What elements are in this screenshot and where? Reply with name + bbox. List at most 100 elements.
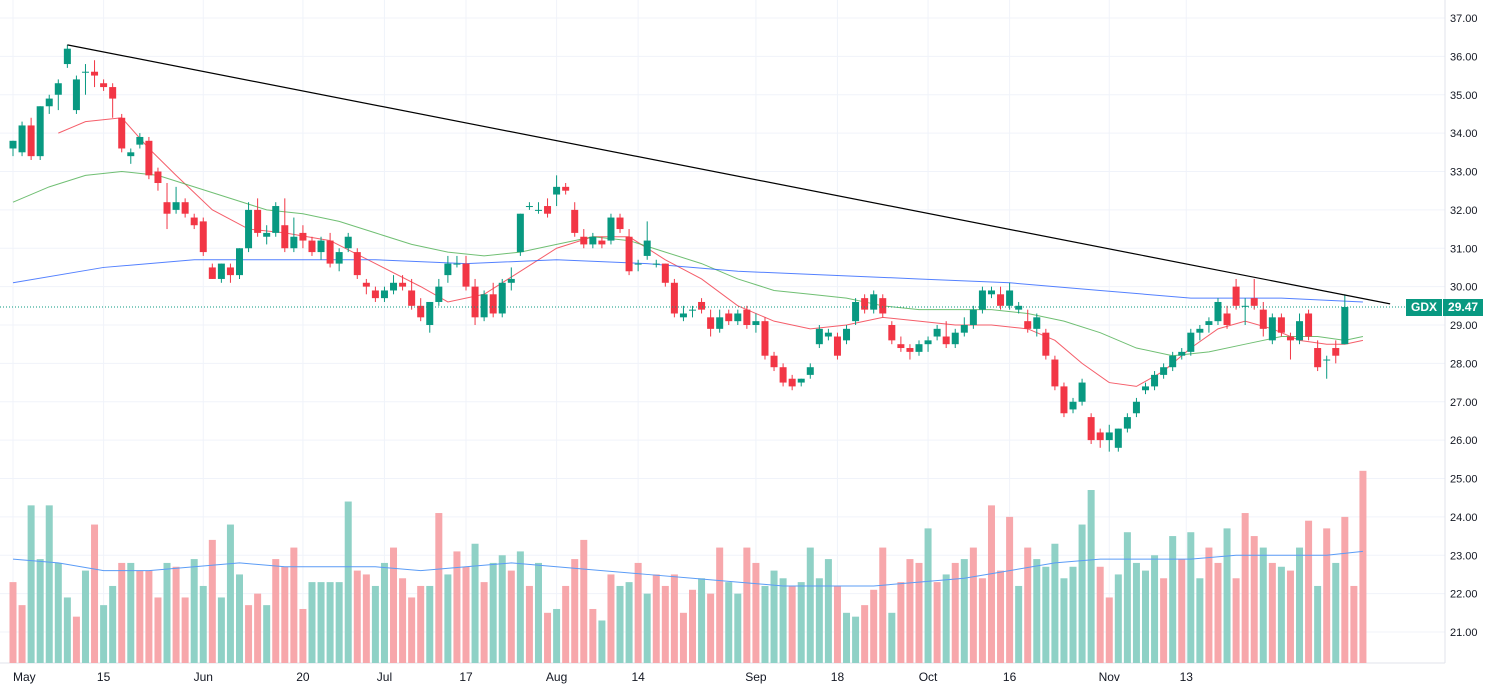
candle-body — [978, 290, 986, 310]
volume-bar — [516, 551, 524, 663]
trendline[interactable] — [67, 44, 1391, 305]
price-tick-label: 23.00 — [1450, 550, 1478, 562]
volume-bar — [562, 585, 570, 663]
candle-body — [1296, 321, 1304, 341]
price-tick-label: 34.00 — [1450, 128, 1478, 140]
candle-body — [761, 321, 769, 356]
candle-body — [634, 263, 642, 265]
candle-body — [589, 236, 597, 245]
candle-body — [924, 340, 932, 345]
candle-body — [18, 125, 26, 153]
candle-body — [516, 213, 524, 253]
volume-bar — [1178, 559, 1186, 663]
candle-body — [1268, 317, 1276, 341]
volume-bar — [507, 570, 515, 663]
candle-body — [9, 140, 17, 149]
candle-body — [942, 336, 950, 345]
volume-bar — [1051, 543, 1059, 663]
candle-body — [1096, 432, 1104, 441]
candle-body — [1305, 313, 1313, 337]
volume-bar — [72, 616, 80, 663]
time-tick-label: 20 — [296, 670, 310, 684]
candle-body — [118, 117, 126, 149]
volume-bar — [1359, 470, 1367, 663]
volume-bar — [689, 589, 696, 663]
volume-bar — [1087, 490, 1095, 663]
volume-bar — [480, 582, 488, 663]
volume-bars — [9, 470, 1367, 663]
candle-body — [1241, 305, 1249, 307]
volume-bar — [698, 578, 706, 663]
price-axis[interactable]: 21.00 22.00 23.00 24.00 25.00 26.00 27.00 28.00… — [1450, 13, 1478, 639]
volume-bar — [1060, 578, 1068, 663]
candle-body — [1250, 298, 1258, 306]
candle-body — [689, 309, 696, 311]
candle-body — [906, 348, 914, 352]
volume-bar — [1305, 520, 1313, 663]
time-tick-label: May — [13, 670, 36, 684]
volume-bar — [661, 585, 669, 663]
candle-body — [435, 286, 443, 302]
ma-line-ma-20 — [12, 170, 1364, 357]
volume-bar — [761, 585, 769, 663]
volume-bar — [1268, 562, 1276, 663]
volume-bar — [806, 547, 814, 663]
volume-bar — [670, 574, 678, 663]
candle-body — [969, 309, 977, 325]
volume-bar — [915, 562, 923, 663]
candle-body — [1341, 306, 1349, 345]
candle-body — [45, 98, 53, 107]
candle-body — [562, 186, 570, 191]
candle-body — [670, 282, 678, 314]
candle-body — [661, 263, 669, 283]
candle-body — [960, 325, 968, 333]
volume-bar — [752, 562, 760, 663]
candle-body — [861, 298, 869, 310]
volume-bar — [181, 597, 189, 663]
volume-bar — [1033, 559, 1041, 663]
candle-body — [1205, 321, 1213, 325]
candle-body — [1323, 359, 1331, 361]
candle-body — [1178, 351, 1186, 356]
candle-body — [725, 313, 733, 322]
volume-bar — [969, 547, 977, 663]
volume-bar — [371, 585, 379, 663]
candle-body — [1169, 355, 1177, 368]
candle-body — [870, 294, 878, 310]
volume-bar — [63, 597, 71, 663]
candle-body — [1314, 348, 1322, 368]
volume-bar — [897, 582, 905, 663]
volume-bar — [1132, 562, 1140, 663]
candle-body — [245, 209, 253, 249]
volume-ma-line — [12, 550, 1363, 587]
candle-body — [480, 294, 488, 318]
time-axis[interactable]: May 15 Jun 20 Jul 17 Aug 14 Sep 18 Oct 16 Nov 13 — [13, 670, 1193, 684]
candle-body — [534, 209, 542, 211]
volume-bar — [426, 585, 434, 663]
volume-bar — [743, 547, 751, 663]
candle-body — [1015, 305, 1023, 310]
volume-bar — [942, 574, 950, 663]
candle-body — [734, 313, 742, 322]
volume-bar — [145, 570, 153, 663]
volume-bar — [9, 582, 17, 663]
volume-bar — [1286, 570, 1294, 663]
candle-body — [1132, 401, 1140, 414]
volume-bar — [208, 539, 216, 663]
candle-body — [417, 305, 425, 318]
time-tick-label: 13 — [1180, 670, 1194, 684]
volume-bar — [978, 578, 986, 663]
candle-body — [525, 206, 533, 208]
price-tick-label: 26.00 — [1450, 435, 1478, 447]
volume-bar — [870, 589, 878, 663]
moving-averages — [12, 117, 1364, 387]
candle-body — [571, 209, 579, 233]
candle-body — [879, 298, 887, 314]
candle-body — [933, 328, 941, 337]
volume-bar — [272, 559, 280, 663]
volume-bar — [598, 620, 606, 663]
volume-bar — [589, 608, 597, 663]
candle-body — [716, 317, 724, 329]
